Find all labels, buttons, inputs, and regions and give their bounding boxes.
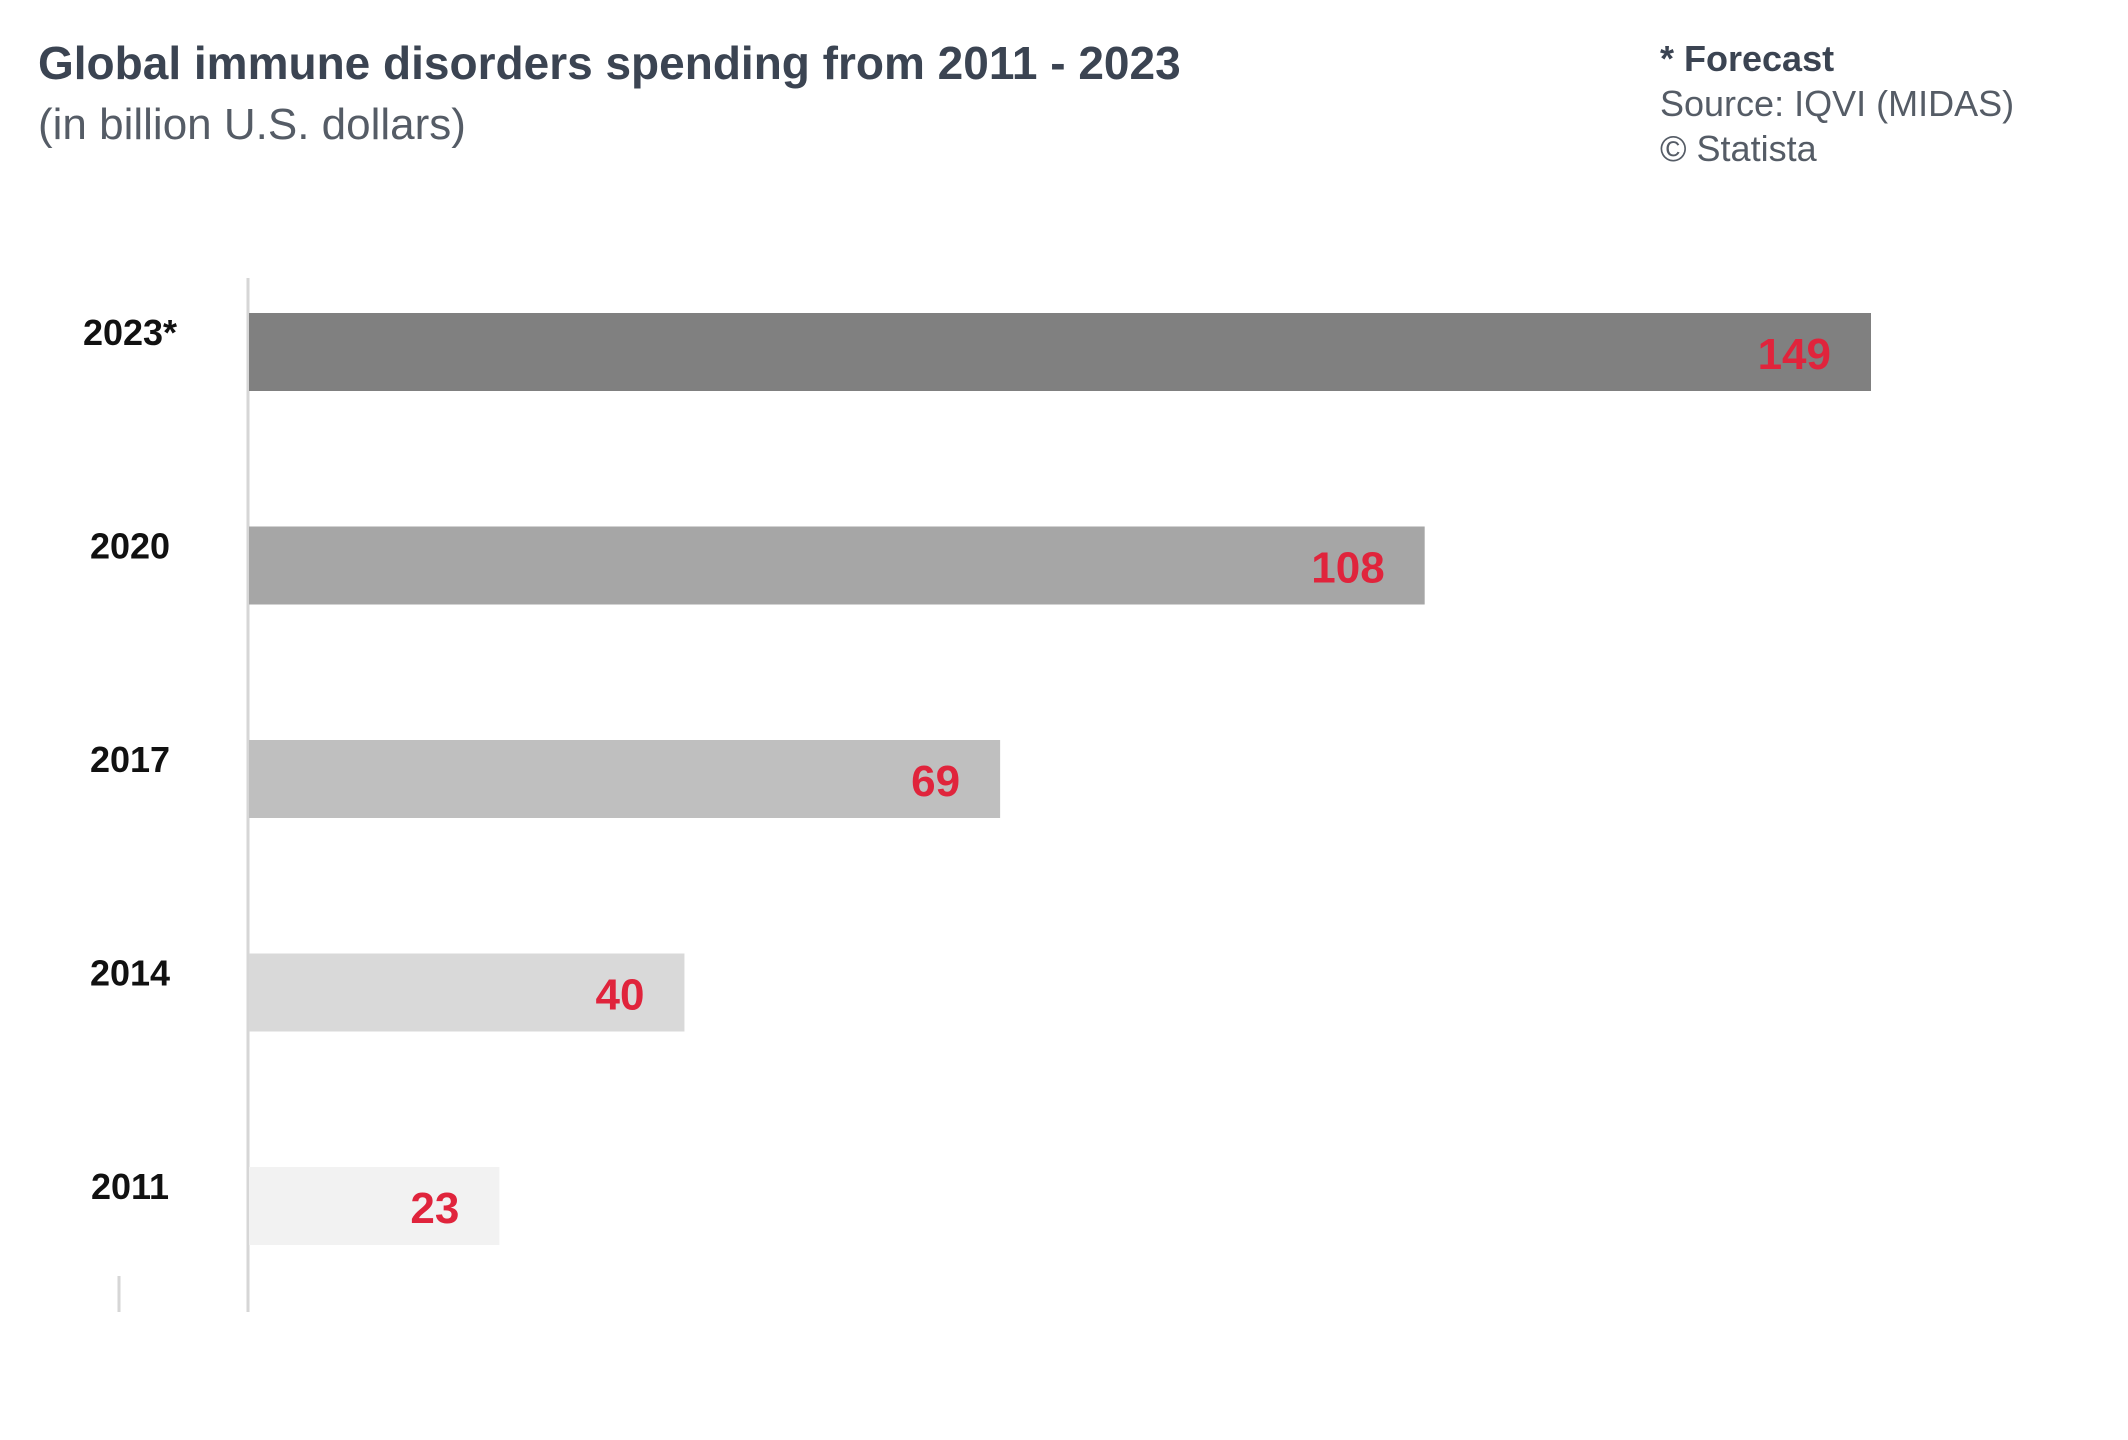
category-label: 2011 bbox=[91, 1166, 169, 1207]
bar-2020 bbox=[249, 526, 1425, 605]
value-label: 23 bbox=[410, 1184, 459, 1233]
forecast-note: * Forecast bbox=[1660, 38, 1835, 79]
category-label: 2023* bbox=[83, 312, 177, 353]
value-label: 108 bbox=[1311, 544, 1384, 593]
bar-2011 bbox=[249, 1167, 500, 1245]
bar-2023 bbox=[249, 313, 1871, 391]
bar-2014 bbox=[249, 953, 685, 1032]
category-label: 2017 bbox=[90, 739, 170, 780]
category-label: 2020 bbox=[90, 526, 170, 567]
copyright-note: © Statista bbox=[1660, 128, 1817, 169]
chart-subtitle: (in billion U.S. dollars) bbox=[38, 100, 466, 149]
value-label: 40 bbox=[595, 971, 644, 1020]
value-label: 69 bbox=[911, 757, 960, 806]
value-label: 149 bbox=[1758, 330, 1831, 379]
bar-group: 2023* 149 2020 108 2017 69 2014 40 2011 23 bbox=[83, 312, 1871, 1245]
category-label: 2014 bbox=[90, 953, 170, 994]
chart-title: Global immune disorders spending from 20… bbox=[38, 37, 1181, 89]
source-note: Source: IQVI (MIDAS) bbox=[1660, 83, 2015, 124]
chart-notes: * Forecast Source: IQVI (MIDAS) © Statis… bbox=[1660, 36, 2014, 171]
bar-2017 bbox=[249, 740, 1001, 818]
